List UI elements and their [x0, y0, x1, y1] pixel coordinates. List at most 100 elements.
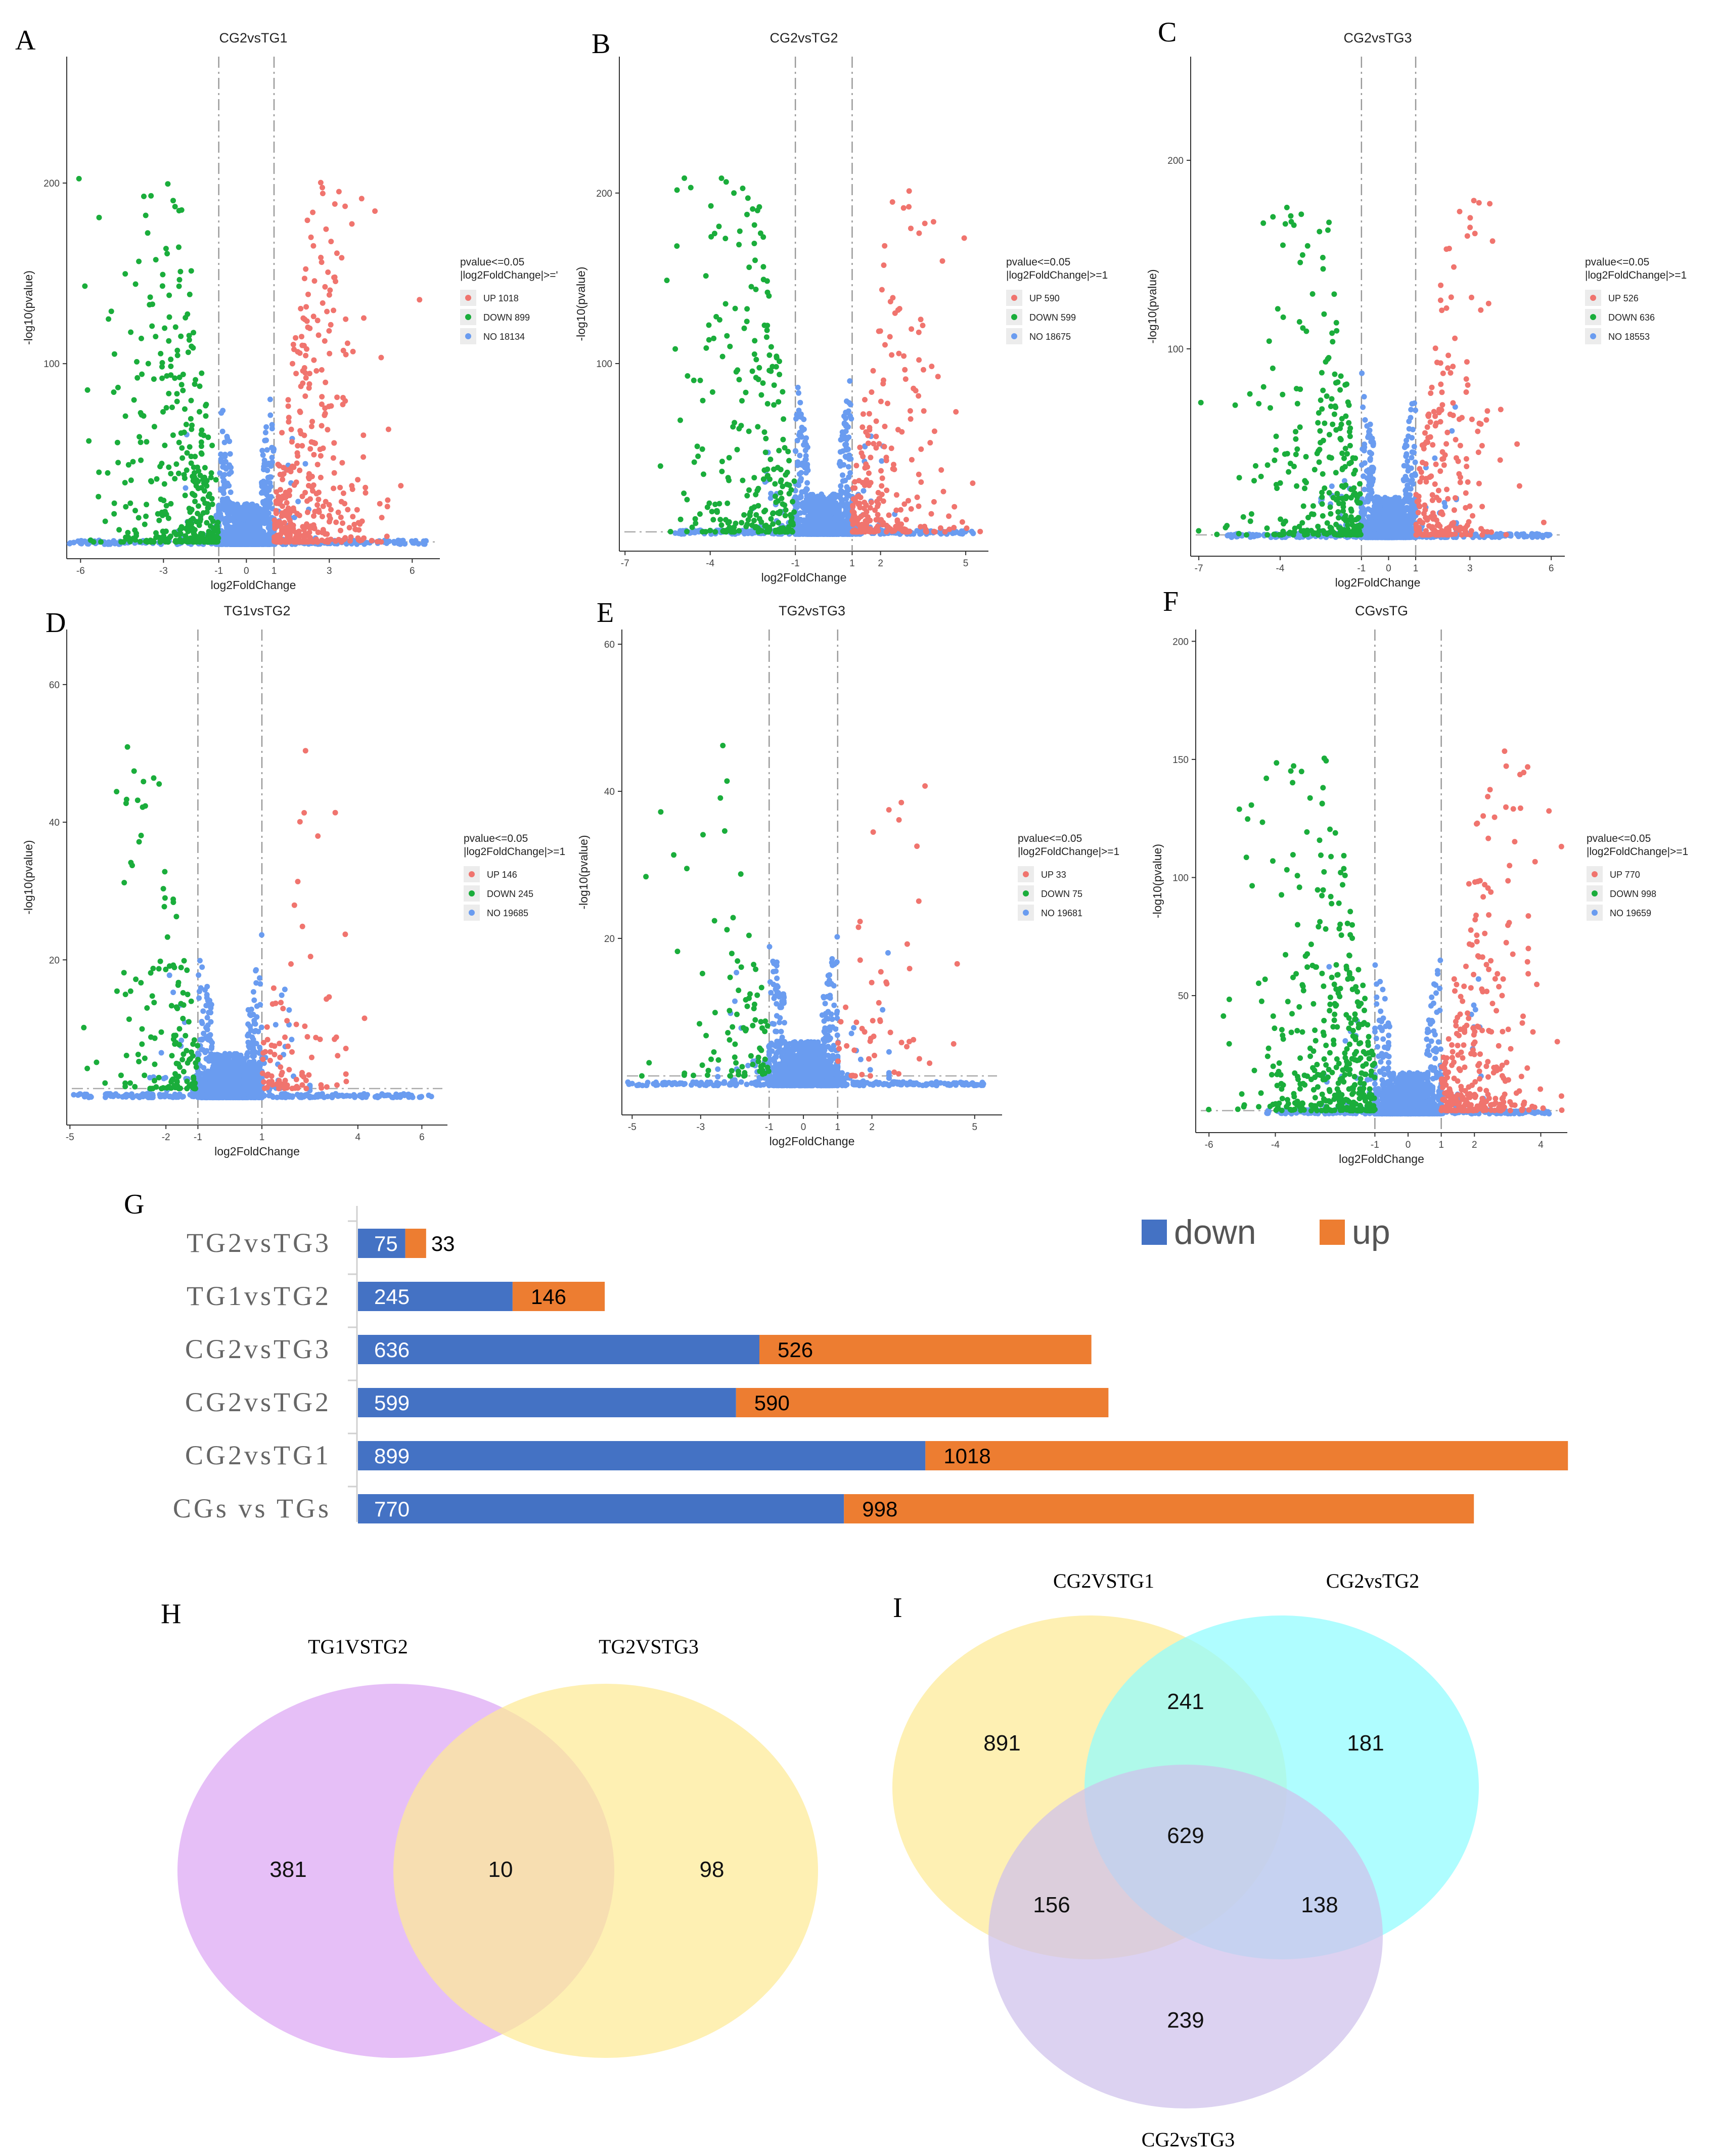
x-tick-label: 2 [878, 558, 883, 569]
up-point [918, 524, 924, 530]
down-point [108, 308, 114, 315]
down-point [707, 527, 713, 533]
down-point [755, 503, 761, 509]
down-point [149, 323, 155, 329]
down-point [141, 193, 147, 199]
up-point [873, 433, 879, 439]
down-point [86, 438, 92, 444]
down-point [136, 258, 142, 264]
panel-label-F: F [1163, 586, 1179, 617]
up-point [378, 354, 384, 361]
down-point [176, 244, 182, 250]
no-point [227, 438, 233, 444]
up-point [887, 334, 893, 340]
no-point [861, 488, 867, 494]
up-point [283, 495, 289, 501]
up-point [296, 539, 301, 545]
down-point [736, 426, 742, 432]
down-point [148, 539, 154, 545]
plot-title: CG2vsTG3 [1343, 30, 1412, 46]
down-point [164, 373, 170, 379]
down-point [767, 476, 773, 482]
up-point [931, 428, 937, 434]
up-point [311, 357, 317, 363]
down-point [135, 515, 142, 521]
up-point [907, 408, 913, 414]
y-tick-label: 100 [596, 359, 612, 370]
up-point [890, 295, 896, 301]
no-point [824, 514, 830, 520]
up-point [309, 419, 315, 425]
up-point [893, 492, 899, 498]
up-point [332, 201, 338, 207]
down-point [213, 477, 219, 483]
down-point [755, 424, 761, 430]
up-point [939, 258, 945, 264]
down-point [761, 429, 767, 435]
no-point [235, 504, 241, 510]
down-point [786, 458, 792, 464]
legend-key-down [1011, 314, 1017, 320]
down-point [180, 387, 186, 393]
down-point [711, 335, 717, 341]
down-point [764, 327, 770, 333]
down-point [753, 286, 759, 292]
down-point [137, 434, 143, 440]
legend-label-no: NO 18675 [1029, 332, 1071, 342]
up-point [320, 185, 325, 191]
x-tick-label: -3 [159, 566, 168, 576]
down-point [718, 175, 725, 181]
no-point [220, 474, 226, 480]
up-point [346, 525, 352, 531]
up-point [301, 365, 307, 371]
up-point [882, 423, 888, 429]
down-point [747, 513, 753, 519]
down-point [162, 442, 168, 448]
no-point [235, 526, 241, 532]
no-point [808, 515, 815, 521]
down-point [153, 530, 159, 536]
down-point [741, 325, 747, 331]
x-tick-label: 6 [1549, 563, 1554, 574]
up-point [287, 487, 293, 493]
up-point [350, 514, 356, 520]
up-point [909, 457, 915, 463]
down-point [98, 539, 104, 545]
x-tick-label: 1 [849, 558, 855, 569]
down-point [766, 527, 773, 533]
down-point [751, 241, 757, 246]
up-point [325, 427, 331, 433]
down-point [145, 230, 151, 236]
no-point [838, 501, 844, 507]
up-point [314, 318, 321, 324]
volcano-A: -6 -3 -1 0 1 3 6100200CG2vsTG1log2FoldChange-l… [22, 30, 558, 592]
panel-label-H: H [161, 1598, 181, 1630]
down-point [732, 420, 738, 426]
up-point [876, 328, 882, 334]
down-point [763, 334, 770, 340]
no-point [223, 522, 230, 528]
down-point [780, 483, 786, 489]
down-point [183, 315, 189, 321]
down-point [725, 500, 731, 506]
down-point [756, 365, 762, 371]
down-point [722, 236, 729, 242]
up-point [885, 400, 890, 407]
down-point [191, 330, 197, 336]
up-point [891, 462, 896, 468]
up-point [856, 501, 863, 507]
no-point [231, 510, 237, 516]
up-point [338, 527, 343, 533]
down-point [165, 515, 171, 521]
down-point [771, 402, 777, 408]
down-point [724, 333, 730, 339]
no-point [841, 462, 847, 468]
down-point [160, 272, 166, 278]
up-point [337, 484, 343, 490]
up-point [865, 464, 871, 470]
down-point [711, 231, 717, 237]
no-point [879, 458, 885, 464]
down-point [205, 434, 211, 440]
down-point [160, 528, 166, 534]
no-point [843, 428, 849, 434]
